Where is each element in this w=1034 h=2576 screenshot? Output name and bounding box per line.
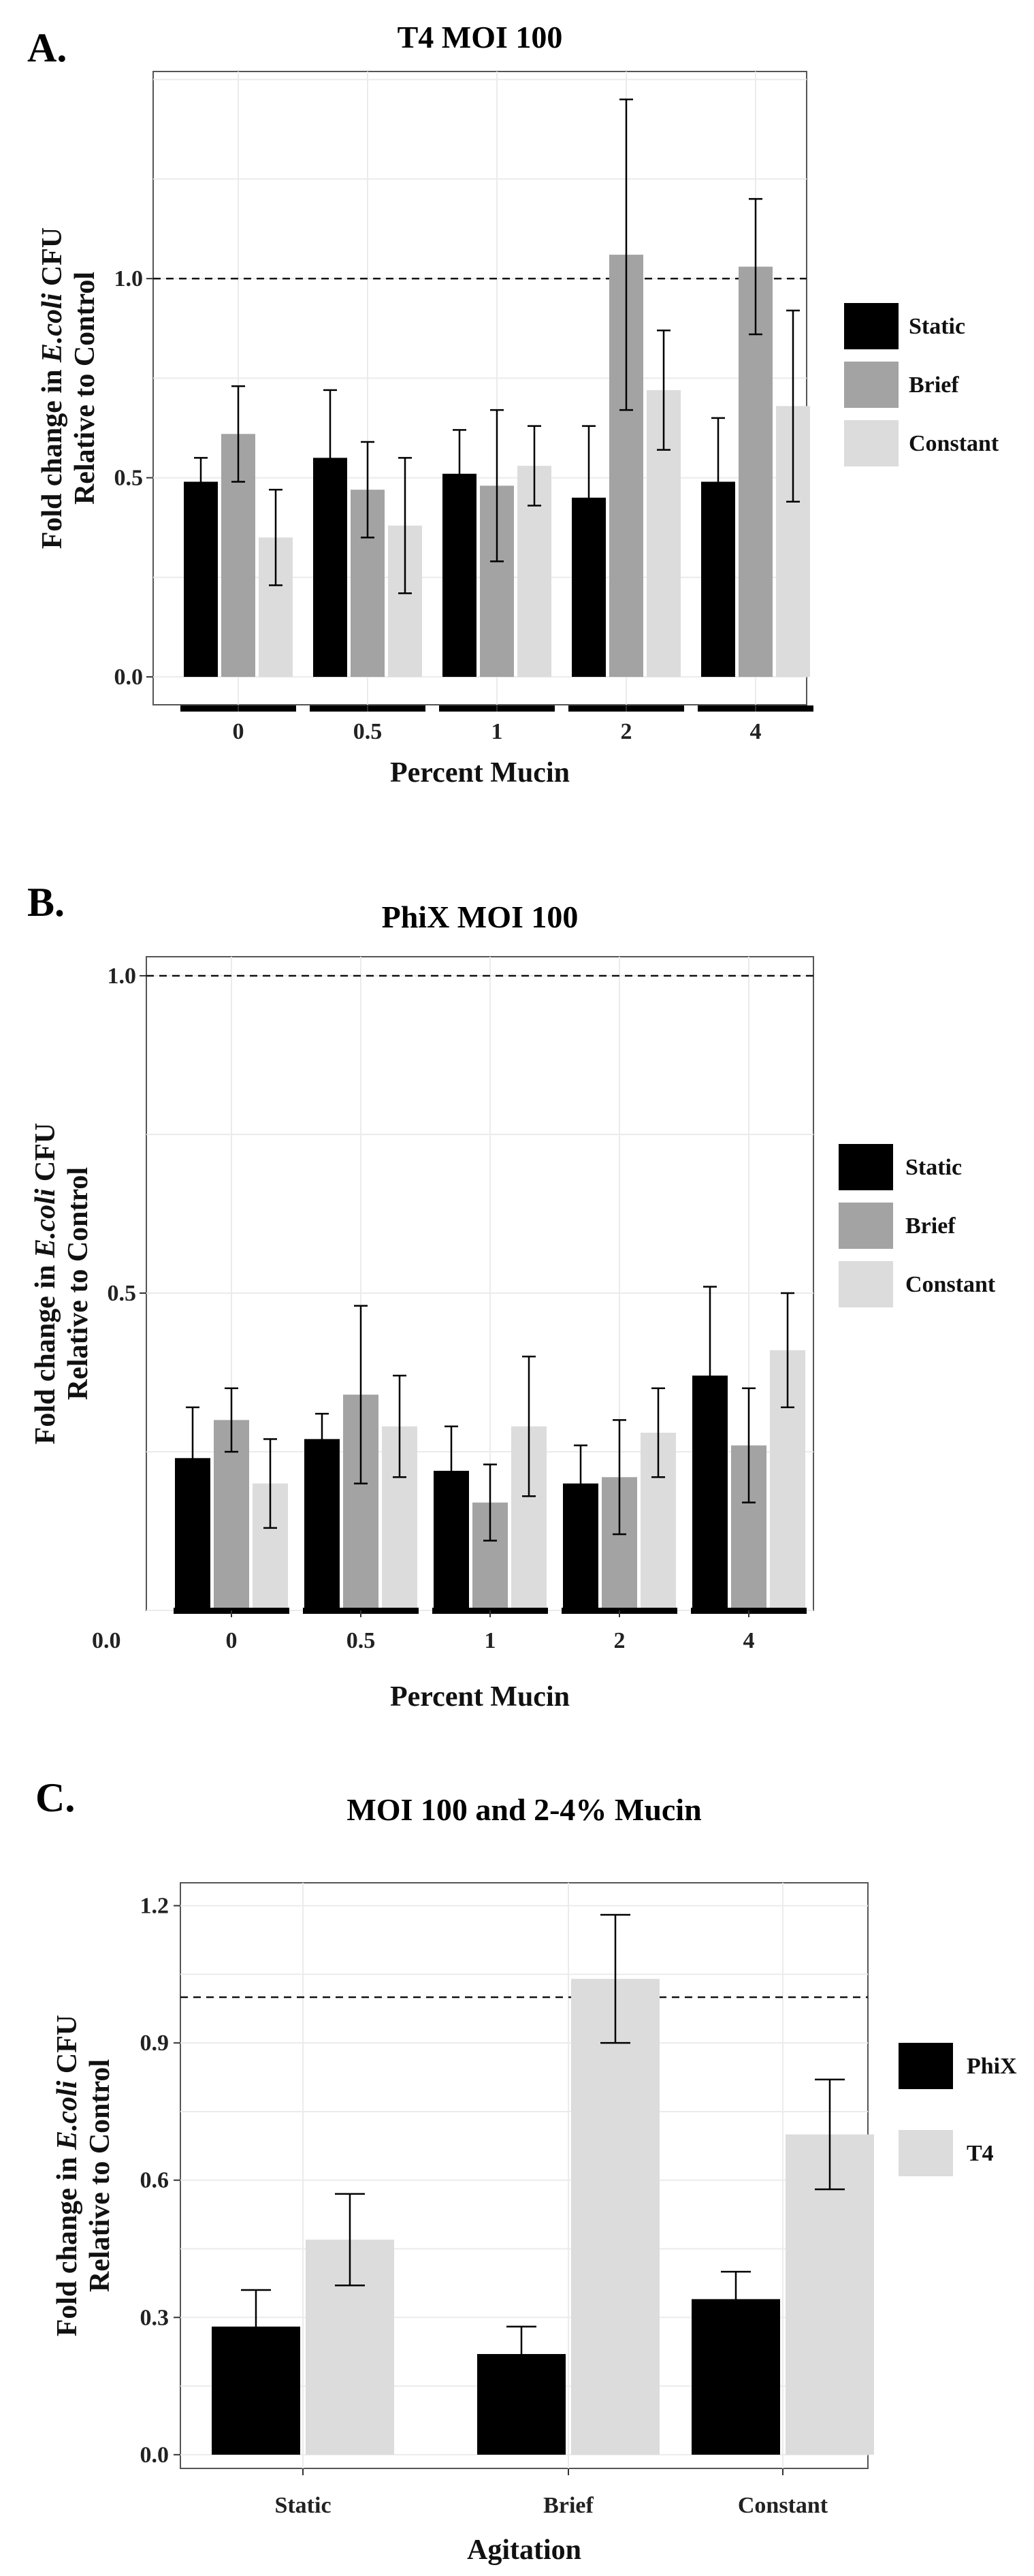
legend-label-constant: Constant [905, 1272, 996, 1297]
x-tick-label: Static [274, 2493, 331, 2518]
legend-swatch-brief [844, 362, 899, 408]
y-tick-label: 0.0 [114, 665, 144, 690]
chart-title: MOI 100 and 2-4% Mucin [346, 1792, 701, 1827]
y-tick-label: 0.3 [140, 2305, 169, 2330]
legend-swatch-t4 [899, 2130, 953, 2176]
y-tick-label: 1.2 [140, 1894, 169, 1919]
legend-label-brief: Brief [909, 372, 959, 398]
chart-title: PhiX MOI 100 [382, 900, 579, 934]
y-tick-label: 1.0 [114, 266, 144, 291]
y-axis-title-line1-suffix: CFU [37, 227, 68, 293]
y-axis-title-line1-prefix: Fold change in [30, 1258, 61, 1444]
bar-static-0 [184, 481, 218, 678]
x-axis-title: Percent Mucin [390, 757, 570, 789]
x-tick-label: 0 [233, 719, 244, 744]
y-axis-title-line2: Relative to Control [63, 1167, 94, 1400]
panel-label: B. [27, 880, 65, 925]
x-axis-title: Agitation [467, 2534, 581, 2566]
x-tick-label: 2 [621, 719, 632, 744]
y-axis-title: Fold change in E.coli CFURelative to Con… [37, 227, 101, 550]
panel-label: A. [27, 25, 67, 70]
legend-swatch-static [844, 303, 899, 349]
y-axis-title-line1-prefix: Fold change in [37, 362, 68, 549]
bar-static-0.5 [304, 1439, 340, 1610]
y-axis-title-line1-prefix: Fold change in [52, 2150, 83, 2336]
y-axis-title-line1-suffix: CFU [30, 1123, 61, 1189]
legend-label-t4: T4 [967, 2141, 994, 2166]
chart-panel-c: 0.0 0.3 0.6 0.9 1.2 Static Brief Constant C. MOI … [35, 1775, 1017, 2566]
x-tick-label: 0.5 [353, 719, 383, 744]
x-tick-label: 4 [750, 719, 762, 744]
y-axis-title-line2: Relative to Control [69, 272, 101, 505]
chart-panel-b: 0.5 1.0 0.0 0 0.5 1 2 4 B. PhiX MOI 100 Percent Mu… [27, 880, 996, 1713]
y-axis-title-line1-suffix: CFU [52, 2015, 83, 2081]
y-axis-title: Fold change in E.coli CFURelative to Con… [30, 1123, 94, 1445]
legend-label-phix: PhiX [967, 2054, 1017, 2079]
y-tick-label: 0.5 [114, 466, 144, 491]
y-tick-label: 0.0 [140, 2443, 169, 2468]
x-tick-label: 2 [614, 1628, 626, 1653]
y-axis-title-line1-italic: E.coli [30, 1188, 61, 1258]
legend-swatch-constant [839, 1261, 893, 1307]
legend-label-constant: Constant [909, 431, 999, 456]
y-tick-label: 0.9 [140, 2031, 169, 2056]
legend-swatch-brief [839, 1203, 893, 1249]
x-tick-label: 4 [743, 1628, 755, 1653]
legend-label-brief: Brief [905, 1213, 956, 1239]
legend-swatch-phix [899, 2043, 953, 2089]
y-tick-label: 0.5 [108, 1281, 137, 1306]
x-tick-label: 0 [226, 1628, 238, 1653]
y-tick-label: 1.0 [108, 964, 137, 989]
x-tick-label: Brief [543, 2493, 594, 2518]
panel-label: C. [35, 1775, 75, 1820]
x-axis-title: Percent Mucin [390, 1681, 570, 1713]
x-tick-label: 1 [485, 1628, 496, 1653]
y-axis-title: Fold change in E.coli CFURelative to Con… [52, 2015, 116, 2337]
y-axis-title-line1-italic: E.coli [52, 2080, 83, 2150]
x-tick-label: 0.5 [346, 1628, 376, 1653]
y-axis-title-line2: Relative to Control [84, 2059, 116, 2292]
chart-panel-a: 0.0 0.5 1.0 0 0.5 1 2 4 A. T4 MOI 100 Percent Muci… [27, 20, 999, 789]
chart-title: T4 MOI 100 [398, 20, 563, 54]
y-tick-label-zero: 0.0 [92, 1628, 121, 1653]
legend-swatch-static [839, 1144, 893, 1190]
legend-label-static: Static [905, 1155, 962, 1180]
legend-label-static: Static [909, 314, 965, 339]
y-tick-label: 0.6 [140, 2168, 169, 2193]
bar-t4-Brief [571, 1979, 660, 2455]
x-tick-label: Constant [738, 2493, 828, 2518]
y-axis-title-line1-italic: E.coli [37, 293, 68, 363]
legend-swatch-constant [844, 420, 899, 466]
x-tick-label: 1 [491, 719, 503, 744]
